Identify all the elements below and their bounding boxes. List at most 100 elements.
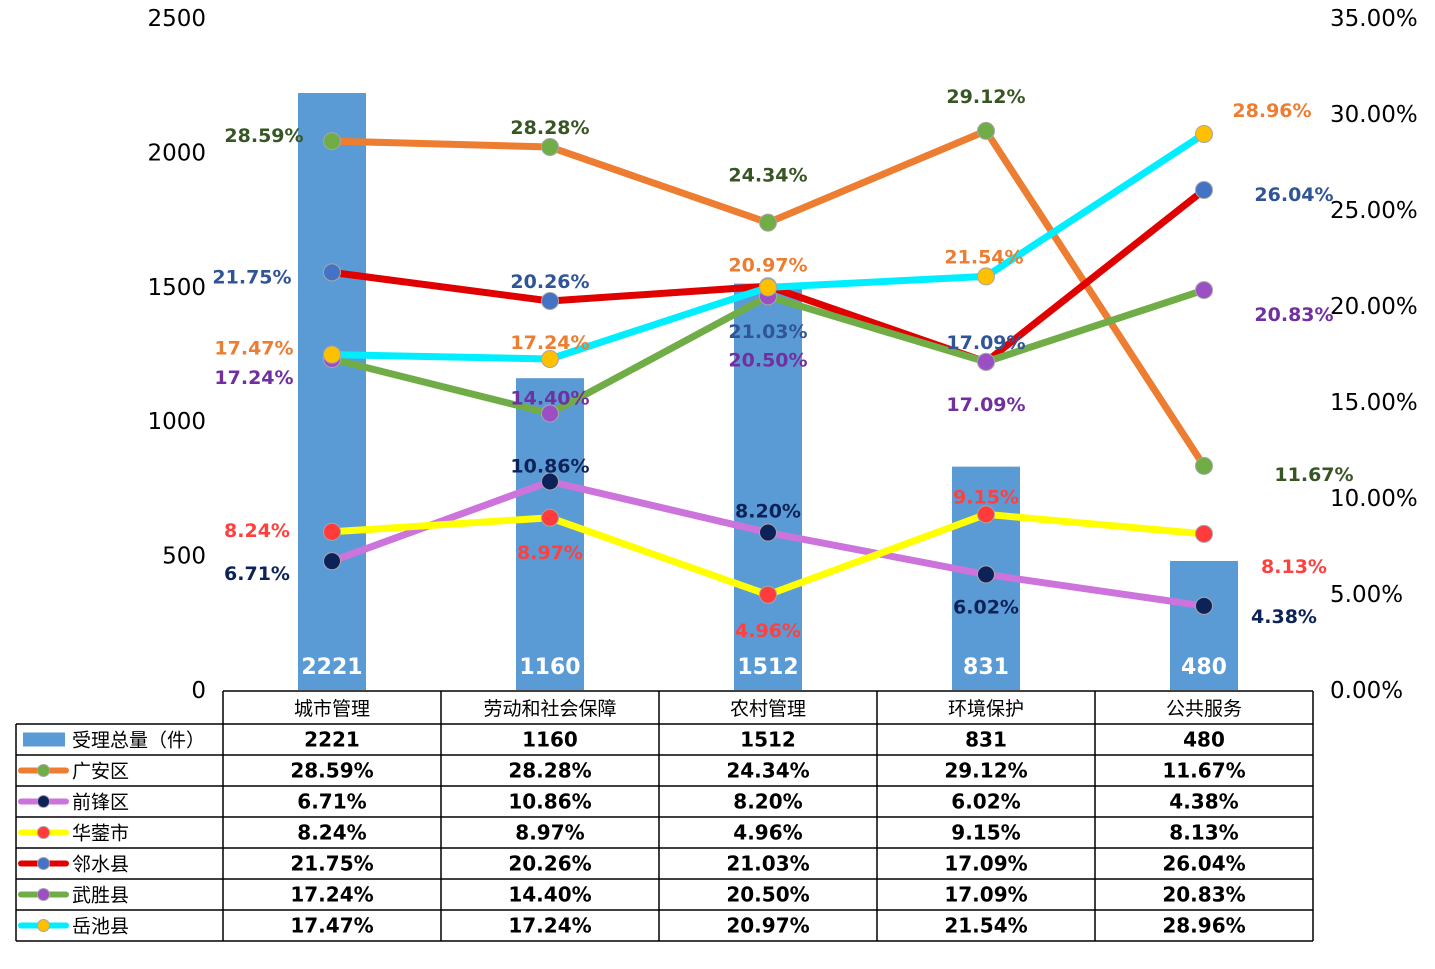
series-marker	[759, 278, 777, 297]
data-label: 28.28%	[510, 117, 589, 139]
table-cell: 8.20%	[733, 790, 802, 814]
table-cell: 1160	[522, 728, 578, 752]
bar-value-label: 1512	[737, 655, 798, 680]
data-label: 21.54%	[944, 246, 1023, 268]
table-cell: 17.24%	[508, 914, 591, 938]
series-marker	[977, 565, 995, 584]
series-marker	[1195, 456, 1213, 475]
legend-label: 岳池县	[72, 916, 129, 938]
series-marker	[977, 121, 995, 140]
data-label: 10.86%	[510, 455, 589, 477]
table-cell: 11.67%	[1162, 759, 1245, 783]
y-right-tick-label: 5.00%	[1330, 582, 1403, 608]
data-label: 20.50%	[728, 349, 807, 371]
table-cell: 8.97%	[515, 821, 584, 845]
data-label: 21.03%	[728, 321, 807, 343]
legend-key-marker	[37, 764, 50, 777]
data-label: 29.12%	[946, 86, 1025, 108]
table-cell: 21.54%	[944, 914, 1027, 938]
data-label: 20.26%	[510, 271, 589, 293]
table-cell: 20.50%	[726, 883, 809, 907]
table-cell: 4.38%	[1169, 790, 1238, 814]
bar	[1170, 560, 1238, 690]
data-label: 20.83%	[1254, 304, 1333, 326]
data-label: 8.20%	[735, 501, 801, 523]
data-label: 17.09%	[946, 394, 1025, 416]
series-marker	[977, 505, 995, 524]
data-label: 26.04%	[1254, 184, 1333, 206]
bar-value-label: 1160	[519, 655, 580, 680]
table-header-cell: 环境保护	[948, 698, 1024, 720]
y-left-tick-label: 0	[191, 678, 206, 704]
series-marker	[977, 352, 995, 371]
y-left-tick-label: 2500	[147, 6, 206, 32]
data-label: 9.15%	[953, 486, 1019, 508]
data-label: 8.24%	[224, 520, 290, 542]
table-cell: 6.02%	[951, 790, 1020, 814]
series-marker	[541, 292, 559, 311]
series-marker	[1195, 124, 1213, 143]
y-left-tick-label: 1500	[147, 275, 206, 301]
legend-key-marker	[37, 888, 50, 901]
table-cell: 831	[965, 728, 1007, 752]
series-marker	[323, 132, 341, 151]
bar-value-label: 480	[1181, 655, 1227, 680]
data-label: 24.34%	[728, 165, 807, 187]
y-right-tick-label: 30.00%	[1330, 102, 1418, 128]
table-cell: 8.24%	[297, 821, 366, 845]
data-label: 8.97%	[517, 542, 583, 564]
data-label: 28.96%	[1232, 100, 1311, 122]
y-right-tick-label: 0.00%	[1330, 678, 1403, 704]
table-cell: 10.86%	[508, 790, 591, 814]
data-label: 21.75%	[212, 266, 291, 288]
series-marker	[1195, 596, 1213, 615]
table-cell: 28.96%	[1162, 914, 1245, 938]
bar	[516, 378, 584, 690]
table-header-cell: 劳动和社会保障	[483, 698, 616, 720]
data-label: 17.24%	[510, 332, 589, 354]
table-cell: 28.28%	[508, 759, 591, 783]
table-cell: 17.09%	[944, 852, 1027, 876]
data-label: 14.40%	[510, 388, 589, 410]
table-cell: 24.34%	[726, 759, 809, 783]
table-cell: 2221	[304, 728, 360, 752]
y-right-tick-label: 15.00%	[1330, 390, 1418, 416]
data-label: 17.09%	[946, 332, 1025, 354]
series-marker	[323, 263, 341, 282]
data-label: 28.59%	[224, 125, 303, 147]
series-marker	[541, 404, 559, 423]
series-marker	[1195, 281, 1213, 300]
series-marker	[541, 349, 559, 368]
legend-label: 前锋区	[72, 792, 129, 814]
y-right-tick-label: 35.00%	[1330, 6, 1418, 32]
legend-key	[23, 732, 65, 747]
table-cell: 14.40%	[508, 883, 591, 907]
data-label: 6.71%	[224, 563, 290, 585]
data-label: 20.97%	[728, 254, 807, 276]
legend-label: 受理总量（件）	[72, 730, 205, 752]
table-cell: 4.96%	[733, 821, 802, 845]
series-marker	[323, 345, 341, 364]
y-right-tick-label: 20.00%	[1330, 294, 1418, 320]
legend-label: 邻水县	[72, 854, 129, 876]
legend-label: 华蓥市	[72, 823, 129, 845]
table-cell: 20.26%	[508, 852, 591, 876]
table-cell: 480	[1183, 728, 1225, 752]
table-cell: 17.24%	[290, 883, 373, 907]
data-label: 17.24%	[214, 367, 293, 389]
table-cell: 28.59%	[290, 759, 373, 783]
series-marker	[323, 552, 341, 571]
legend-label: 武胜县	[72, 885, 129, 907]
bar-value-label: 831	[963, 655, 1009, 680]
table-cell: 9.15%	[951, 821, 1020, 845]
table-cell: 8.13%	[1169, 821, 1238, 845]
data-label: 4.38%	[1251, 606, 1317, 628]
data-label: 6.02%	[953, 596, 1019, 618]
table-cell: 20.97%	[726, 914, 809, 938]
table-cell: 17.47%	[290, 914, 373, 938]
table-cell: 29.12%	[944, 759, 1027, 783]
bar	[298, 92, 366, 691]
table-header-cell: 公共服务	[1166, 698, 1242, 720]
table-cell: 6.71%	[297, 790, 366, 814]
